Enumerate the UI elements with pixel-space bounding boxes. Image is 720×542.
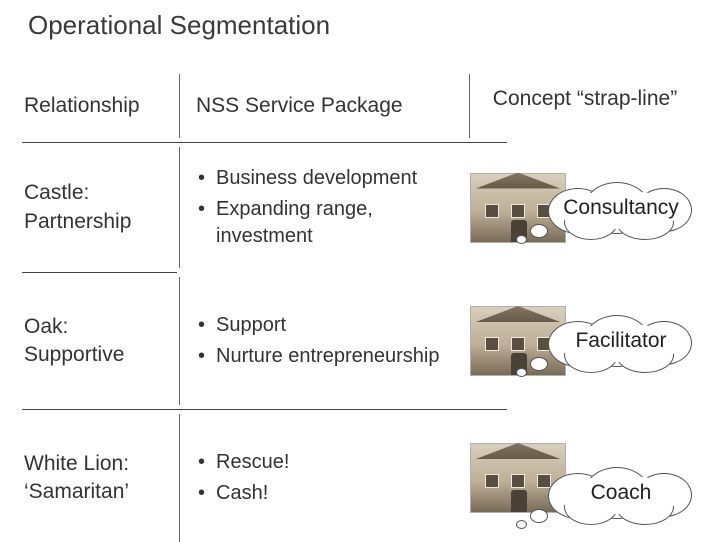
divider: [22, 272, 177, 273]
table-row: Oak: Supportive Support Nurture entrepre…: [20, 277, 700, 405]
table-row: Castle: Partnership Business development…: [20, 147, 700, 268]
bullet-list: Business development Expanding range, in…: [196, 161, 460, 254]
cell-relationship: Oak: Supportive: [20, 277, 180, 405]
concept-label: Consultancy: [563, 196, 679, 220]
cell-package: Business development Expanding range, in…: [180, 147, 470, 268]
cell-concept: Consultancy: [470, 147, 700, 268]
relationship-line: ‘Samaritan’: [24, 478, 171, 506]
bullet-item: Support: [196, 312, 460, 339]
concept-label: Coach: [591, 481, 652, 505]
header-concept: Concept “strap-line”: [470, 74, 700, 138]
relationship-line: Oak:: [24, 313, 171, 341]
cell-concept: Coach: [470, 414, 700, 542]
cell-package: Support Nurture entrepreneurship: [180, 277, 470, 405]
cell-relationship: Castle: Partnership: [20, 147, 180, 268]
bullet-item: Nurture entrepreneurship: [196, 343, 460, 370]
bullet-item: Business development: [196, 165, 460, 192]
relationship-line: White Lion:: [24, 450, 171, 478]
table-header-row: Relationship NSS Service Package Concept…: [20, 74, 700, 138]
thought-cloud: Consultancy: [546, 180, 696, 236]
segmentation-table: Relationship NSS Service Package Concept…: [20, 74, 700, 542]
relationship-line: Partnership: [24, 208, 171, 236]
table-row: White Lion: ‘Samaritan’ Rescue! Cash! Co…: [20, 414, 700, 542]
slide-title: Operational Segmentation: [28, 10, 330, 41]
header-package-label: NSS Service Package: [196, 94, 459, 118]
bullet-item: Cash!: [196, 480, 460, 507]
header-relationship-label: Relationship: [24, 94, 171, 118]
header-package: NSS Service Package: [180, 74, 470, 138]
divider: [22, 142, 507, 143]
thought-cloud: Facilitator: [546, 313, 696, 369]
bullet-item: Rescue!: [196, 449, 460, 476]
bullet-list: Support Nurture entrepreneurship: [196, 308, 460, 374]
header-concept-label: Concept “strap-line”: [470, 82, 700, 111]
divider: [22, 409, 507, 410]
cell-package: Rescue! Cash!: [180, 414, 470, 542]
thought-cloud: Coach: [546, 465, 696, 521]
bullet-list: Rescue! Cash!: [196, 445, 460, 511]
cell-concept: Facilitator: [470, 277, 700, 405]
cell-relationship: White Lion: ‘Samaritan’: [20, 414, 180, 542]
relationship-line: Castle:: [24, 179, 171, 207]
concept-label: Facilitator: [575, 329, 666, 353]
relationship-line: Supportive: [24, 341, 171, 369]
bullet-item: Expanding range, investment: [196, 196, 460, 250]
header-relationship: Relationship: [20, 74, 180, 138]
